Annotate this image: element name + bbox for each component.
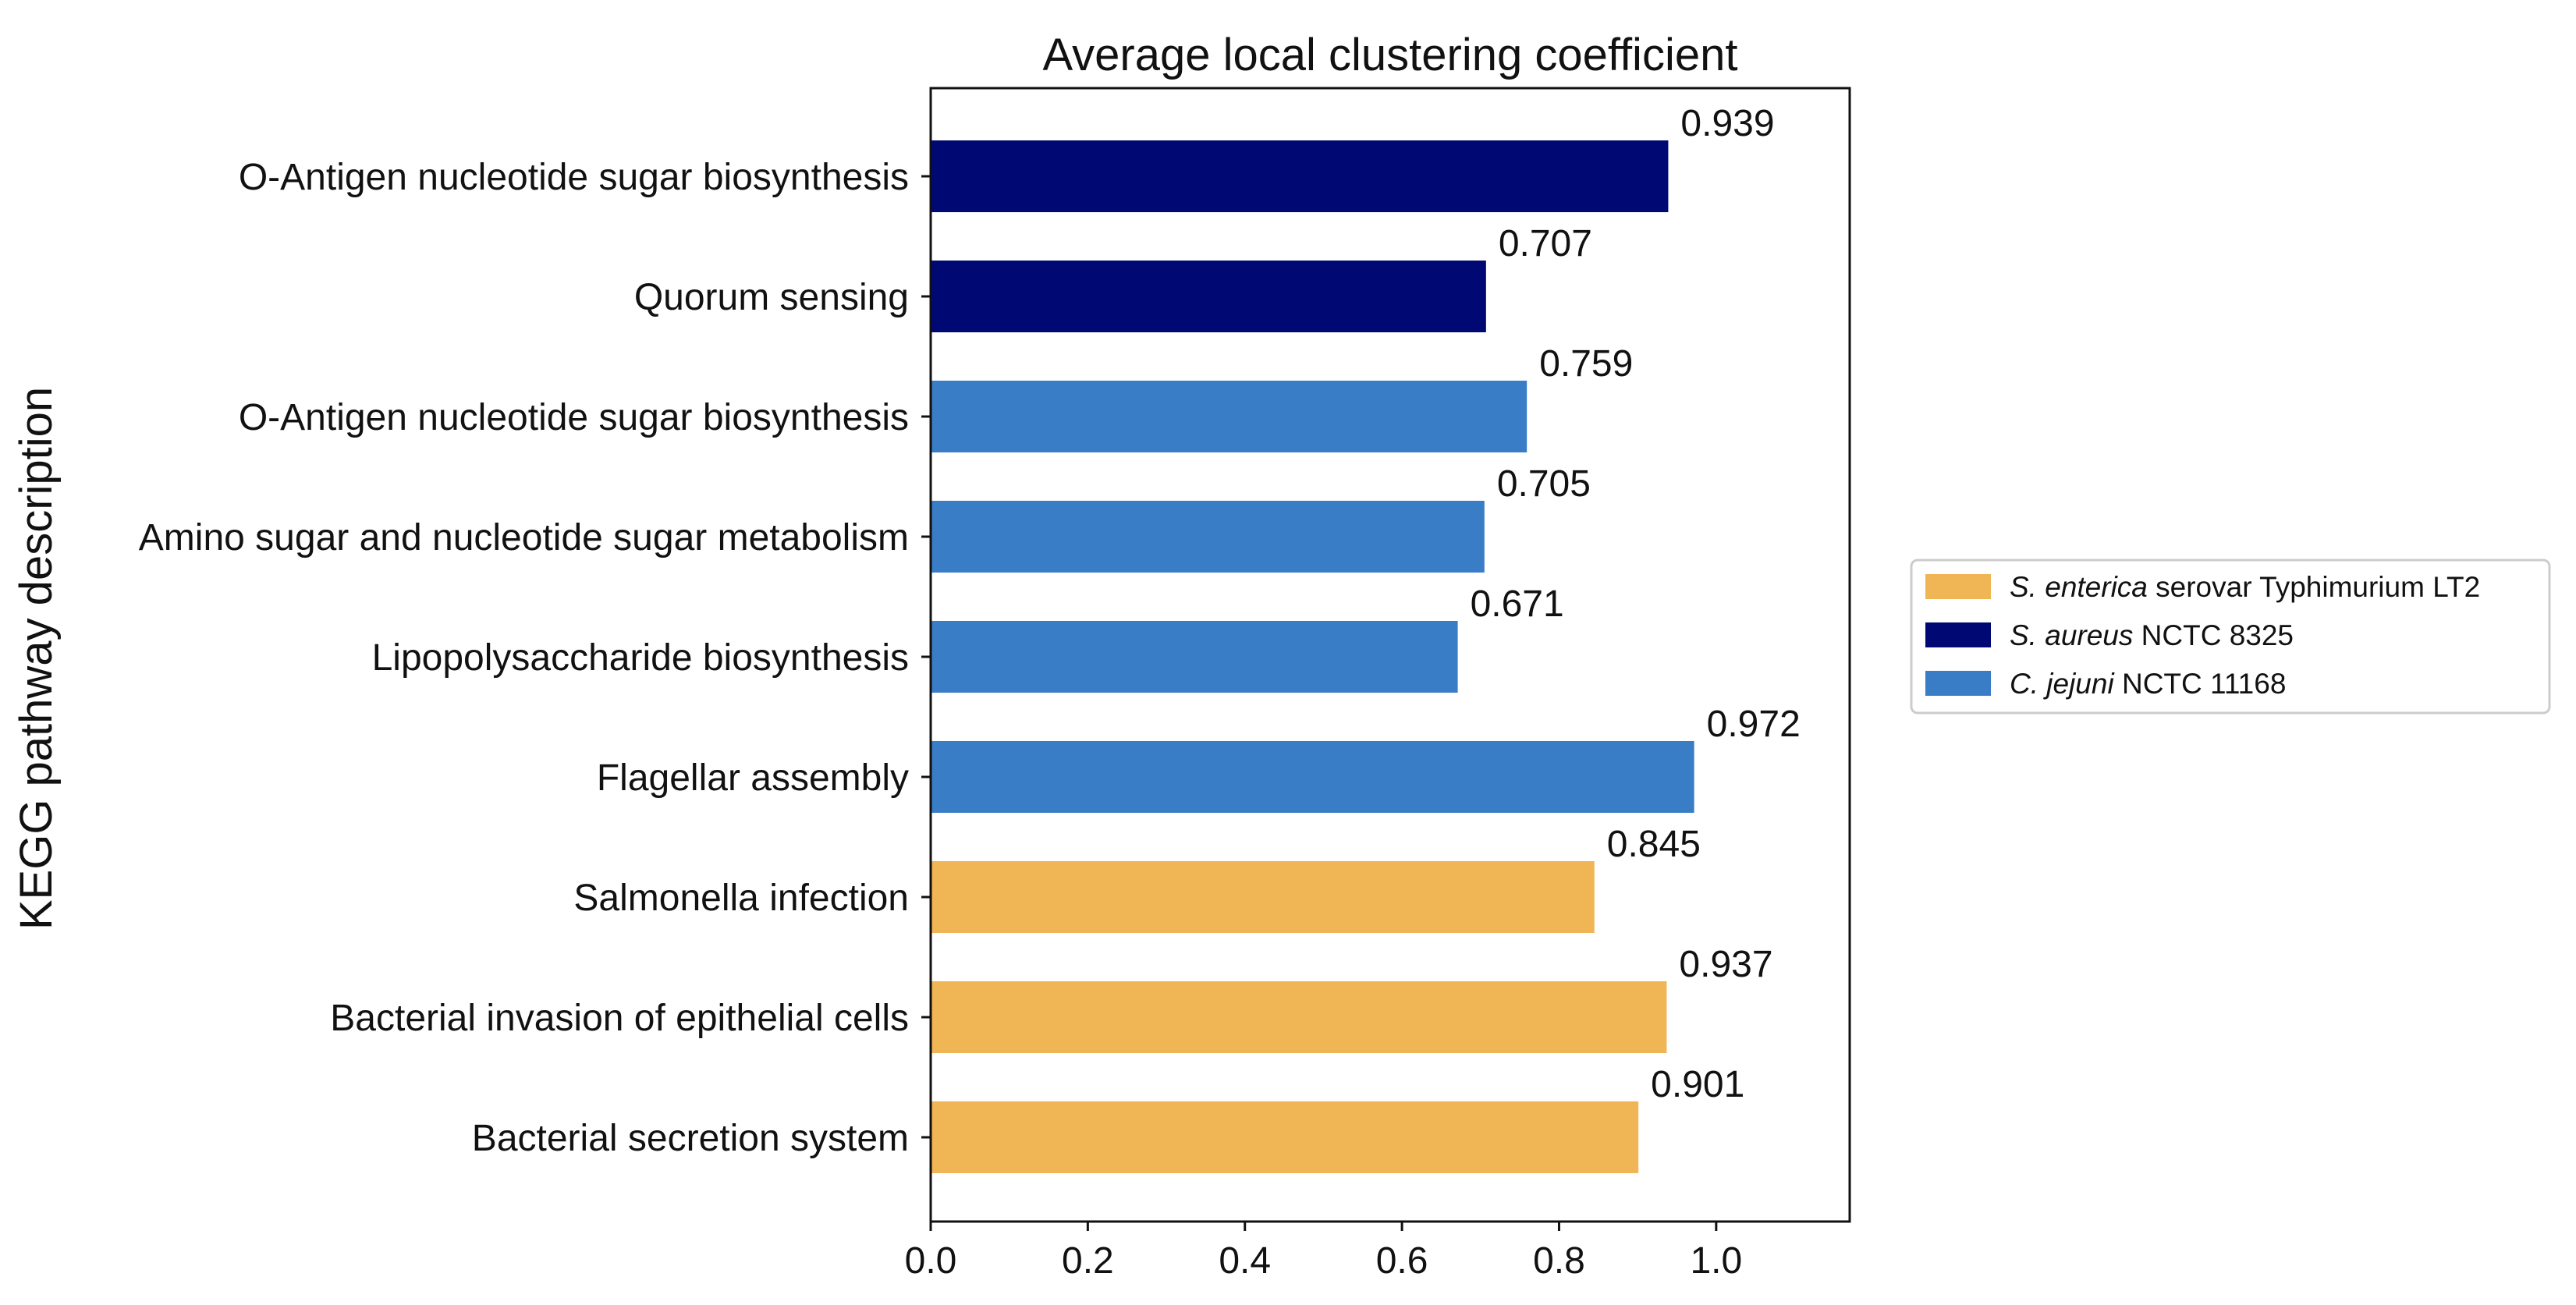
bars-group: [931, 140, 1694, 1173]
bar: [931, 501, 1485, 573]
value-label: 0.901: [1651, 1064, 1744, 1105]
legend-swatch: [1925, 574, 1991, 599]
value-labels: 0.939 0.707 0.759 0.705 0.671 0.972 0.845 0.937…: [1471, 103, 1801, 1105]
y-axis-label: KEGG pathway description: [11, 387, 62, 930]
x-tick-label: 0.4: [1219, 1240, 1271, 1282]
bar: [931, 1101, 1639, 1173]
category-label: Amino sugar and nucleotide sugar metabol…: [139, 517, 909, 559]
bar: [931, 861, 1595, 933]
x-tick-label: 0.2: [1062, 1240, 1114, 1282]
chart-title: Average local clustering coefficient: [1043, 30, 1738, 80]
value-label: 0.707: [1499, 223, 1592, 264]
category-label: O-Antigen nucleotide sugar biosynthesis: [239, 397, 909, 438]
plot-frame: [929, 87, 1851, 1223]
legend-entry: S. enterica serovar Typhimurium LT2: [2010, 571, 2480, 603]
value-label: 0.671: [1471, 583, 1564, 625]
bar: [931, 381, 1528, 452]
x-tick-label: 0.8: [1533, 1240, 1585, 1282]
category-label: Lipopolysaccharide biosynthesis: [372, 637, 909, 679]
category-label: Flagellar assembly: [597, 757, 909, 799]
legend-entry: C. jejuni NCTC 11168: [2010, 668, 2286, 700]
x-tick-label: 0.0: [905, 1240, 957, 1282]
bar: [931, 140, 1669, 212]
bar: [931, 621, 1458, 693]
bar: [931, 741, 1694, 813]
category-label: Quorum sensing: [634, 277, 909, 318]
category-labels: O-Antigen nucleotide sugar biosynthesis Q…: [139, 157, 931, 1159]
category-label: O-Antigen nucleotide sugar biosynthesis: [239, 157, 909, 198]
bar: [931, 261, 1486, 332]
value-label: 0.972: [1707, 704, 1801, 745]
x-tick-label: 0.6: [1376, 1240, 1428, 1282]
legend: S. enterica serovar Typhimurium LT2 S. au…: [1910, 559, 2551, 715]
bar: [931, 981, 1667, 1053]
value-label: 0.937: [1679, 944, 1772, 985]
x-axis-ticks: 0.0 0.2 0.4 0.6 0.8 1.0: [905, 1222, 1742, 1282]
value-label: 0.759: [1539, 343, 1633, 385]
value-label: 0.705: [1497, 463, 1591, 505]
category-label: Salmonella infection: [573, 878, 909, 919]
value-label: 0.939: [1680, 103, 1774, 144]
legend-swatch: [1925, 671, 1991, 696]
category-label: Bacterial invasion of epithelial cells: [330, 998, 909, 1039]
legend-entry: S. aureus NCTC 8325: [2010, 619, 2294, 651]
value-label: 0.845: [1607, 824, 1701, 865]
legend-swatch: [1925, 622, 1991, 647]
legend-box: [1910, 559, 2551, 715]
category-label: Bacterial secretion system: [472, 1118, 909, 1159]
x-tick-label: 1.0: [1690, 1240, 1742, 1282]
